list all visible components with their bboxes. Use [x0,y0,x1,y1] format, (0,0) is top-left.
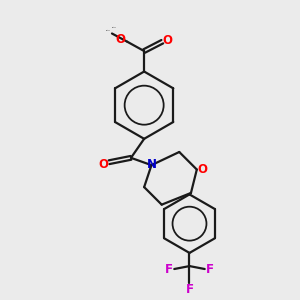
Text: methyl: methyl [112,27,117,28]
Text: O: O [116,33,126,46]
Text: methyl: methyl [106,30,111,31]
Text: N: N [147,158,157,171]
Text: O: O [198,163,208,176]
Text: O: O [163,34,172,47]
Text: O: O [99,158,109,171]
Text: F: F [206,262,214,275]
Text: F: F [165,262,173,275]
Text: F: F [185,283,194,296]
